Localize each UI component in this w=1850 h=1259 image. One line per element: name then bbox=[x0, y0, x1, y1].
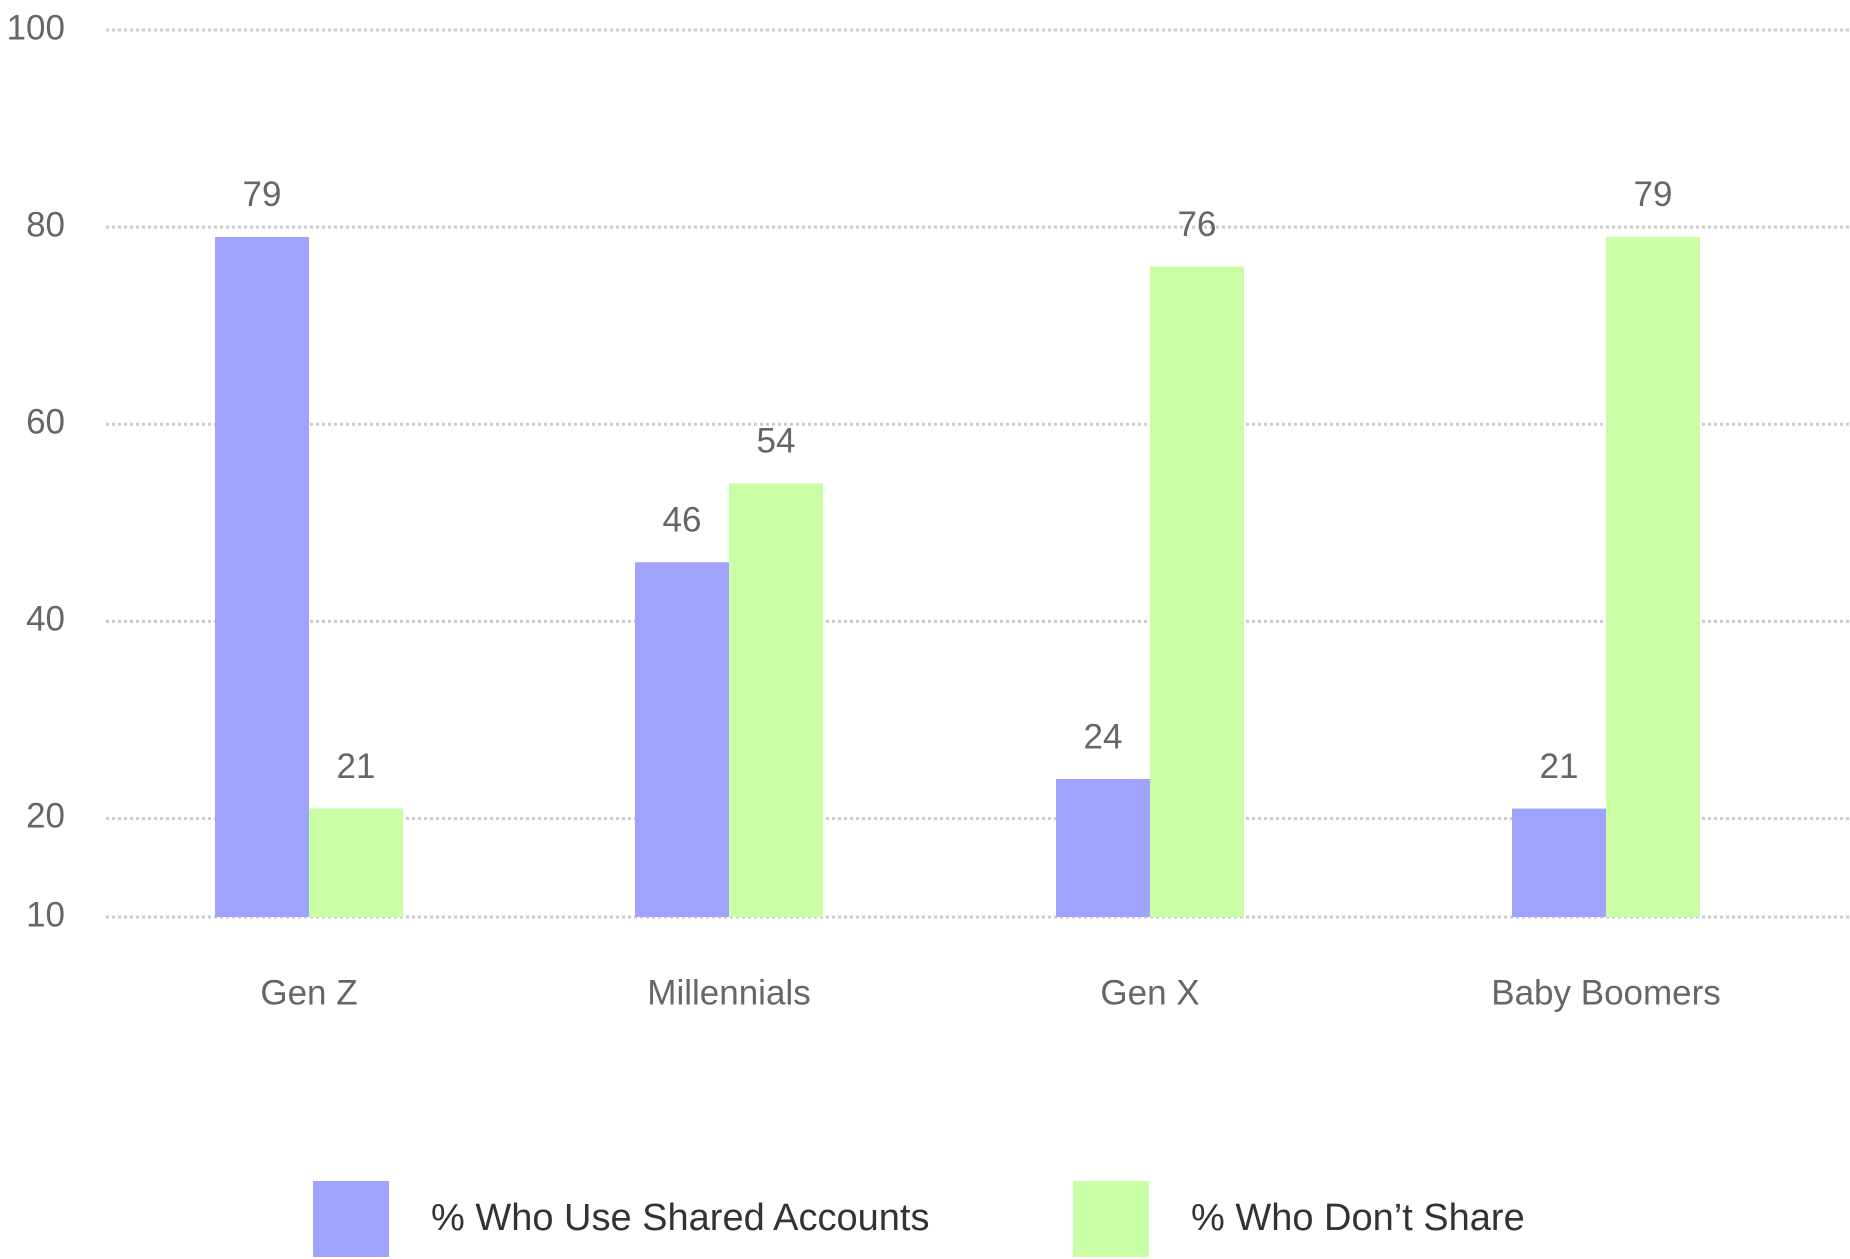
value-label: 79 bbox=[243, 175, 282, 214]
bar bbox=[1056, 779, 1150, 917]
value-label: 79 bbox=[1634, 175, 1673, 214]
bar bbox=[1512, 808, 1606, 917]
y-tick-label: 40 bbox=[26, 600, 65, 639]
value-label: 76 bbox=[1178, 205, 1217, 244]
value-label: 21 bbox=[1540, 747, 1579, 786]
legend-label: % Who Use Shared Accounts bbox=[431, 1197, 929, 1239]
bar bbox=[215, 236, 309, 917]
value-label: 21 bbox=[337, 747, 376, 786]
x-tick-label: Gen X bbox=[1100, 973, 1199, 1012]
value-label: 46 bbox=[663, 500, 702, 539]
y-tick-label: 60 bbox=[26, 402, 65, 441]
value-label: 54 bbox=[757, 422, 796, 461]
y-tick-label: 10 bbox=[26, 895, 65, 934]
y-tick-label: 20 bbox=[26, 797, 65, 836]
bar bbox=[309, 808, 403, 917]
value-label: 24 bbox=[1084, 717, 1123, 756]
bar bbox=[1606, 236, 1700, 917]
legend-label: % Who Don’t Share bbox=[1191, 1197, 1525, 1239]
legend-swatch bbox=[1073, 1181, 1149, 1257]
x-tick-label: Baby Boomers bbox=[1491, 973, 1721, 1012]
y-tick-label: 80 bbox=[26, 205, 65, 244]
legend-swatch bbox=[313, 1181, 389, 1257]
bar bbox=[729, 483, 823, 917]
bar bbox=[635, 562, 729, 917]
bar bbox=[1150, 266, 1244, 917]
x-tick-label: Gen Z bbox=[260, 973, 357, 1012]
y-tick-label: 100 bbox=[7, 8, 65, 47]
x-tick-label: Millennials bbox=[647, 973, 810, 1012]
